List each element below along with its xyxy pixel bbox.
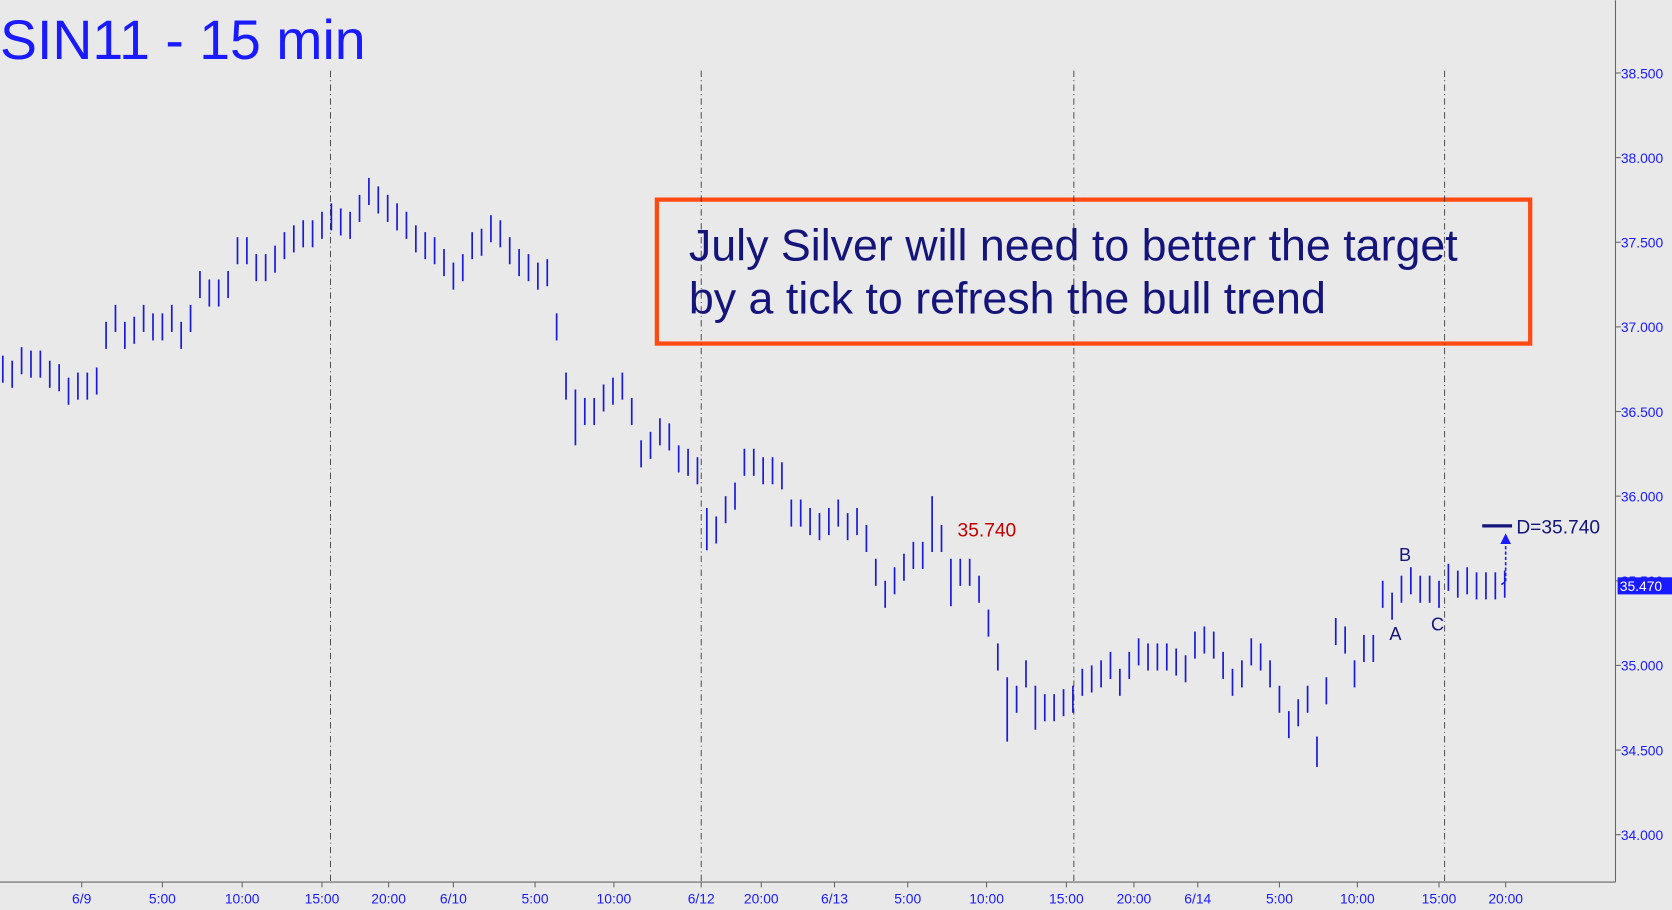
- x-tick-label: 5:00: [522, 890, 549, 906]
- x-tick-label: 10:00: [225, 890, 260, 906]
- x-tick-label: 15:00: [1049, 890, 1084, 906]
- annotation: B: [1399, 545, 1411, 565]
- x-tick-label: 5:00: [894, 890, 921, 906]
- x-tick-label: 10:00: [597, 890, 632, 906]
- y-tick-label: 36.000: [1621, 488, 1664, 504]
- annotation: A: [1389, 624, 1402, 644]
- annotation: D=35.740: [1516, 517, 1600, 538]
- x-tick-label: 10:00: [969, 890, 1004, 906]
- x-tick-label: 15:00: [1422, 890, 1457, 906]
- x-tick-label: 20:00: [744, 890, 779, 906]
- annotation: C: [1431, 614, 1444, 634]
- x-tick-label: 15:00: [305, 890, 340, 906]
- y-tick-label: 37.500: [1621, 235, 1664, 251]
- x-tick-label: 20:00: [1117, 890, 1152, 906]
- x-tick-label: 6/14: [1184, 890, 1211, 906]
- y-tick-label: 35.000: [1621, 658, 1664, 674]
- y-tick-label: 37.000: [1621, 319, 1664, 335]
- target-arrowhead: [1500, 533, 1511, 545]
- x-tick-label: 5:00: [1266, 890, 1293, 906]
- x-tick-label: 6/9: [72, 890, 92, 906]
- x-tick-label: 5:00: [149, 890, 176, 906]
- x-tick-label: 6/10: [440, 890, 467, 906]
- x-tick-label: 6/13: [821, 890, 848, 906]
- y-tick-label: 38.500: [1621, 65, 1664, 81]
- x-tick-label: 20:00: [1488, 890, 1523, 906]
- y-tick-label: 36.500: [1621, 404, 1664, 420]
- y-tick-label: 38.000: [1621, 150, 1664, 166]
- x-tick-label: 6/12: [688, 890, 715, 906]
- last-price-label: 35.470: [1620, 578, 1663, 594]
- note-box: [654, 197, 1533, 346]
- chart-title: SIN11 - 15 min: [0, 9, 366, 71]
- last-price-tag: [1617, 577, 1672, 595]
- target-arrow: [1500, 541, 1507, 586]
- y-tick-label: 34.000: [1621, 827, 1664, 843]
- x-tick-label: 20:00: [371, 890, 406, 906]
- annotation: 35.740: [958, 521, 1017, 542]
- y-tick-label: 34.500: [1621, 742, 1664, 758]
- x-tick-label: 10:00: [1340, 890, 1375, 906]
- note-line: by a tick to refresh the bull trend: [689, 274, 1326, 324]
